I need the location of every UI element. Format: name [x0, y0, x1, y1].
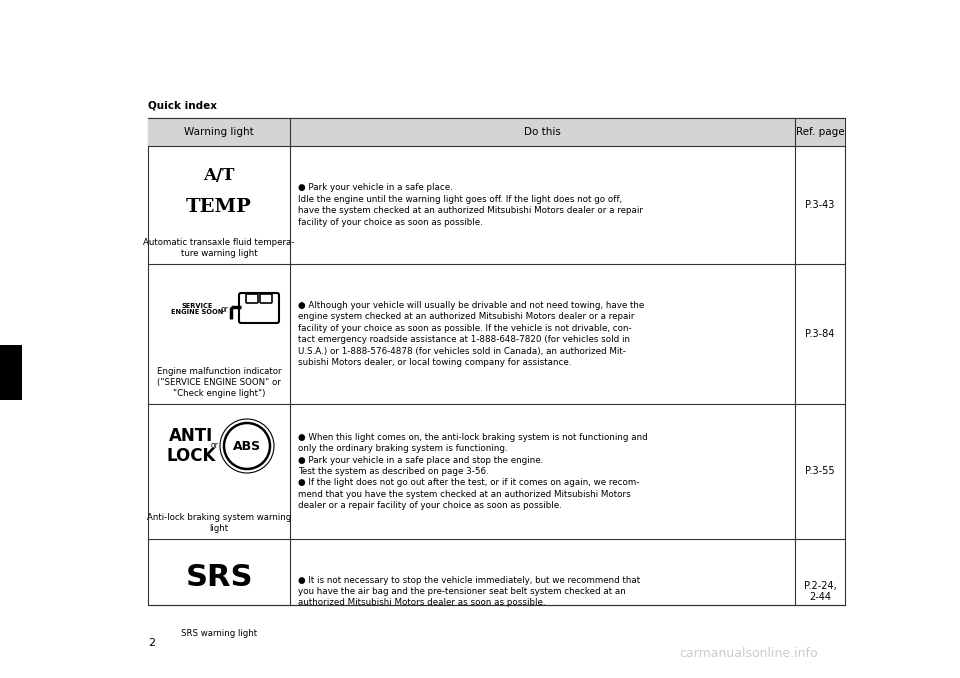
Text: ● Although your vehicle will usually be drivable and not need towing, have the
e: ● Although your vehicle will usually be …	[298, 301, 644, 367]
Text: P.3-84: P.3-84	[805, 329, 834, 339]
Text: SRS warning light: SRS warning light	[180, 629, 257, 638]
Text: A/T: A/T	[204, 167, 234, 184]
Polygon shape	[148, 118, 845, 146]
Text: ● When this light comes on, the anti-lock braking system is not functioning and
: ● When this light comes on, the anti-loc…	[298, 433, 648, 511]
Text: or: or	[211, 441, 219, 450]
Text: ANTI
LOCK: ANTI LOCK	[166, 427, 216, 464]
Text: Automatic transaxle fluid tempera-
ture warning light: Automatic transaxle fluid tempera- ture …	[143, 238, 295, 258]
Text: P.2-24,
2-44: P.2-24, 2-44	[804, 580, 836, 602]
Text: Warning light: Warning light	[184, 127, 253, 137]
Text: ABS: ABS	[233, 439, 261, 452]
Text: ● Park your vehicle in a safe place.
Idle the engine until the warning light goe: ● Park your vehicle in a safe place. Idl…	[298, 183, 643, 226]
Text: P.3-55: P.3-55	[805, 466, 835, 477]
Text: Engine malfunction indicator
("SERVICE ENGINE SOON" or
"Check engine light"): Engine malfunction indicator ("SERVICE E…	[156, 367, 281, 398]
Text: TEMP: TEMP	[186, 198, 252, 216]
Text: Anti-lock braking system warning
light: Anti-lock braking system warning light	[147, 513, 291, 533]
Text: Do this: Do this	[524, 127, 561, 137]
Text: SERVICE
ENGINE SOON: SERVICE ENGINE SOON	[171, 302, 223, 315]
Text: 2: 2	[148, 638, 156, 648]
Text: Quick index: Quick index	[148, 100, 217, 110]
Polygon shape	[0, 345, 22, 400]
Text: P.3-43: P.3-43	[805, 200, 834, 210]
Text: or: or	[221, 304, 228, 313]
Text: Ref. page: Ref. page	[796, 127, 844, 137]
Text: ● It is not necessary to stop the vehicle immediately, but we recommend that
you: ● It is not necessary to stop the vehicl…	[298, 576, 640, 607]
Text: SRS: SRS	[185, 563, 252, 591]
Text: carmanualsonline.info: carmanualsonline.info	[680, 647, 818, 660]
